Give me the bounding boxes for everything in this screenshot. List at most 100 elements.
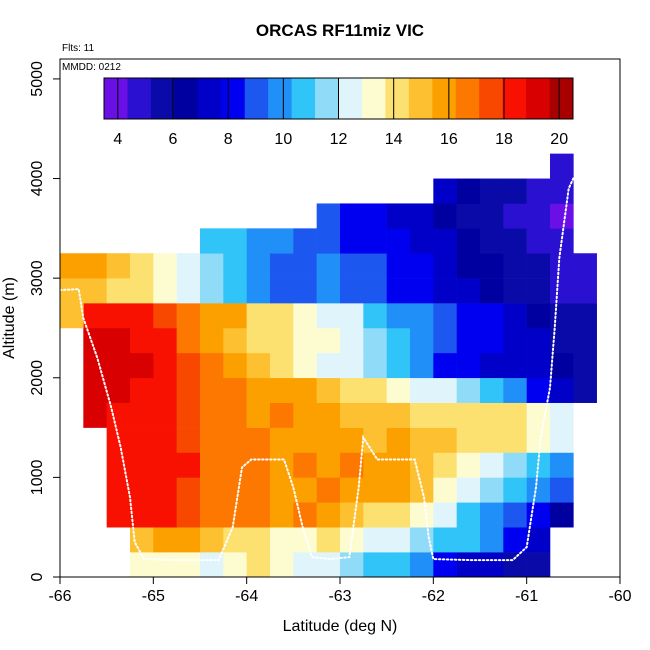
heatmap-cell — [363, 427, 387, 453]
heatmap-cell — [246, 452, 271, 478]
heatmap-cell — [316, 477, 341, 503]
heatmap-cell — [153, 278, 177, 304]
heatmap-cell — [526, 477, 551, 503]
heatmap-cell — [246, 352, 271, 379]
heatmap-cell — [200, 327, 224, 354]
heatmap-cell — [526, 552, 551, 578]
colorbar: 4 6 8 10 12 14 16 18 20 — [103, 77, 574, 148]
heatmap-cell — [340, 303, 364, 329]
colorbar-swatch — [361, 78, 386, 119]
heatmap-cell — [130, 502, 154, 528]
heatmap-cell — [270, 377, 294, 403]
heatmap-cell — [410, 228, 434, 254]
heatmap-cell — [293, 278, 317, 304]
heatmap-cell — [573, 253, 597, 279]
heatmap-cell — [480, 278, 504, 304]
heatmap-cell — [106, 477, 131, 503]
heatmap-cell — [200, 452, 224, 478]
y-tick-label: 1000 — [29, 460, 46, 496]
heatmap-cell — [246, 278, 271, 304]
heatmap-cell — [223, 427, 247, 453]
heatmap-cell — [83, 253, 107, 279]
heatmap-cell — [503, 327, 527, 354]
heatmap-cell — [340, 278, 364, 304]
heatmap-cell — [293, 502, 317, 528]
heatmap-cell — [386, 253, 411, 279]
heatmap-cell — [433, 477, 457, 503]
heatmap-cell — [130, 278, 154, 304]
heatmap-cell — [130, 303, 154, 329]
x-tick-label: -66 — [48, 588, 71, 605]
heatmap-cell — [550, 327, 574, 354]
heatmap-cell — [503, 402, 527, 428]
heatmap-cell — [223, 527, 247, 553]
heatmap-cell — [130, 253, 154, 279]
heatmap-cell — [410, 552, 434, 578]
heatmap-cell — [106, 303, 131, 329]
heatmap-cell — [223, 253, 247, 279]
heatmap-cell — [153, 477, 177, 503]
colorbar-tick-label: 18 — [495, 131, 513, 148]
heatmap-cell — [246, 377, 271, 403]
heatmap-cell — [106, 278, 131, 304]
colorbar-swatch — [502, 78, 527, 119]
heatmap-cell — [270, 477, 294, 503]
y-axis: 0 1000 2000 3000 4000 5000 — [29, 61, 60, 581]
heatmap-cell — [386, 352, 411, 379]
heatmap-cell — [106, 452, 131, 478]
heatmap-cell — [433, 377, 457, 403]
heatmap-cell — [270, 278, 294, 304]
heatmap-cell — [573, 377, 597, 403]
heatmap-cell — [433, 327, 457, 354]
heatmap-cell — [480, 527, 504, 553]
heatmap-cell — [223, 352, 247, 379]
heatmap-cell — [386, 527, 411, 553]
heatmap-cell — [386, 502, 411, 528]
heatmap-cell — [316, 228, 341, 254]
heatmap-cell — [340, 352, 364, 379]
heatmap-cell — [246, 253, 271, 279]
heatmap-cell — [200, 228, 224, 254]
heatmap-cell — [153, 377, 177, 403]
heatmap-cell — [130, 477, 154, 503]
heatmap-cell — [153, 253, 177, 279]
heatmap-cell — [246, 228, 271, 254]
colorbar-swatch — [197, 78, 222, 119]
heatmap-cell — [480, 228, 504, 254]
heatmap-cell — [130, 327, 154, 354]
heatmap-cell — [363, 352, 387, 379]
colorbar-tick-label: 20 — [550, 131, 568, 148]
heatmap-cell — [480, 377, 504, 403]
heatmap-cell — [316, 278, 341, 304]
heatmap-cell — [293, 352, 317, 379]
x-axis: -66 -65 -64 -63 -62 -61 -60 — [48, 577, 632, 605]
heatmap-cell — [480, 402, 504, 428]
heatmap-cell — [386, 402, 411, 428]
heatmap-cell — [106, 502, 131, 528]
heatmap-cell — [363, 452, 387, 478]
heatmap-cell — [480, 303, 504, 329]
heatmap-cell — [293, 253, 317, 279]
heatmap-cell — [340, 327, 364, 354]
heatmap-cell — [340, 253, 364, 279]
heatmap-cell — [410, 452, 434, 478]
heatmap-cell — [363, 278, 387, 304]
colorbar-swatch — [104, 78, 128, 119]
heatmap-cell — [480, 552, 504, 578]
heatmap-cell — [433, 402, 457, 428]
y-tick-label: 5000 — [29, 61, 46, 97]
heatmap-cell — [176, 352, 201, 379]
heatmap-cell — [176, 402, 201, 428]
heatmap-cell — [83, 303, 107, 329]
heatmap-cell — [130, 352, 154, 379]
heatmap-cell — [550, 427, 574, 453]
heatmap-cell — [200, 402, 224, 428]
heatmap-cell — [293, 427, 317, 453]
heatmap-cell — [526, 352, 551, 379]
colorbar-swatch — [127, 78, 152, 119]
heatmap-cell — [550, 377, 574, 403]
x-tick-label: -64 — [235, 588, 258, 605]
heatmap-cell — [363, 327, 387, 354]
heatmap-cell — [60, 253, 84, 279]
